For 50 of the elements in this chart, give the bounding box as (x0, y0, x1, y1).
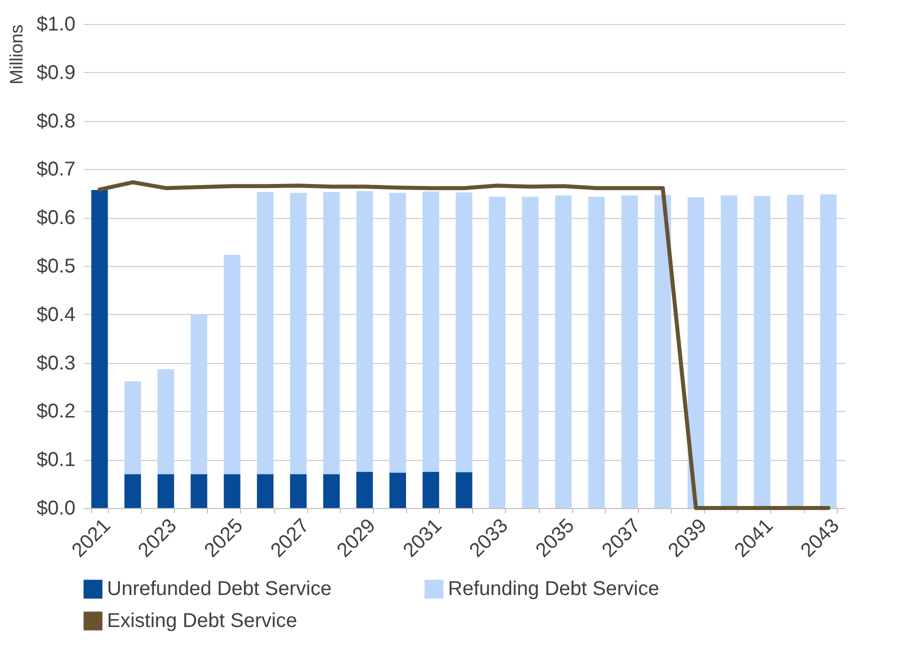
line-series (98, 180, 830, 510)
bar (688, 197, 704, 508)
bar (290, 474, 307, 508)
bar (389, 192, 406, 473)
bar (124, 381, 141, 474)
bar (555, 195, 572, 508)
bar (456, 192, 472, 472)
legend-label: Existing Debt Service (107, 610, 298, 632)
bar (124, 474, 141, 508)
y-tick-label: $0.3 (36, 352, 76, 374)
bar (224, 254, 240, 474)
bar (787, 194, 804, 508)
y-tick-label: $0.9 (36, 62, 76, 84)
bar (256, 192, 274, 474)
y-tick-label: $0.8 (36, 110, 76, 132)
y-tick-label: $0.2 (36, 400, 76, 423)
bar (190, 314, 208, 474)
y-tick-label: $0.5 (36, 256, 76, 278)
bar (290, 192, 307, 474)
y-tick-label: $0.1 (36, 449, 76, 472)
bar (422, 191, 440, 472)
bar (720, 195, 738, 508)
bar (456, 472, 472, 508)
legend-label: Refunding Debt Service (448, 578, 660, 600)
bar (256, 474, 274, 508)
y-tick-label: $0.6 (36, 207, 76, 230)
bar (356, 472, 373, 508)
bar (158, 474, 174, 508)
y-tick-label: $1.0 (36, 14, 76, 36)
bar (389, 472, 406, 508)
bar (190, 474, 208, 508)
y-tick-label: $0.0 (36, 498, 76, 520)
bar (820, 194, 837, 508)
bar (356, 190, 373, 472)
bar (488, 196, 506, 508)
y-tick-label: $0.4 (36, 304, 76, 326)
bar (522, 196, 539, 508)
legend-label: Unrefunded Debt Service (107, 578, 332, 600)
bar (91, 190, 108, 508)
bar (323, 474, 340, 508)
bar (754, 196, 770, 508)
bar (621, 195, 638, 508)
bar (323, 192, 340, 474)
bar (422, 472, 440, 508)
bar (588, 196, 605, 508)
y-axis-title: Millions (6, 24, 27, 85)
bar (654, 194, 672, 508)
y-tick-label: $0.7 (36, 158, 76, 181)
bar (158, 369, 174, 474)
bar (224, 474, 240, 508)
